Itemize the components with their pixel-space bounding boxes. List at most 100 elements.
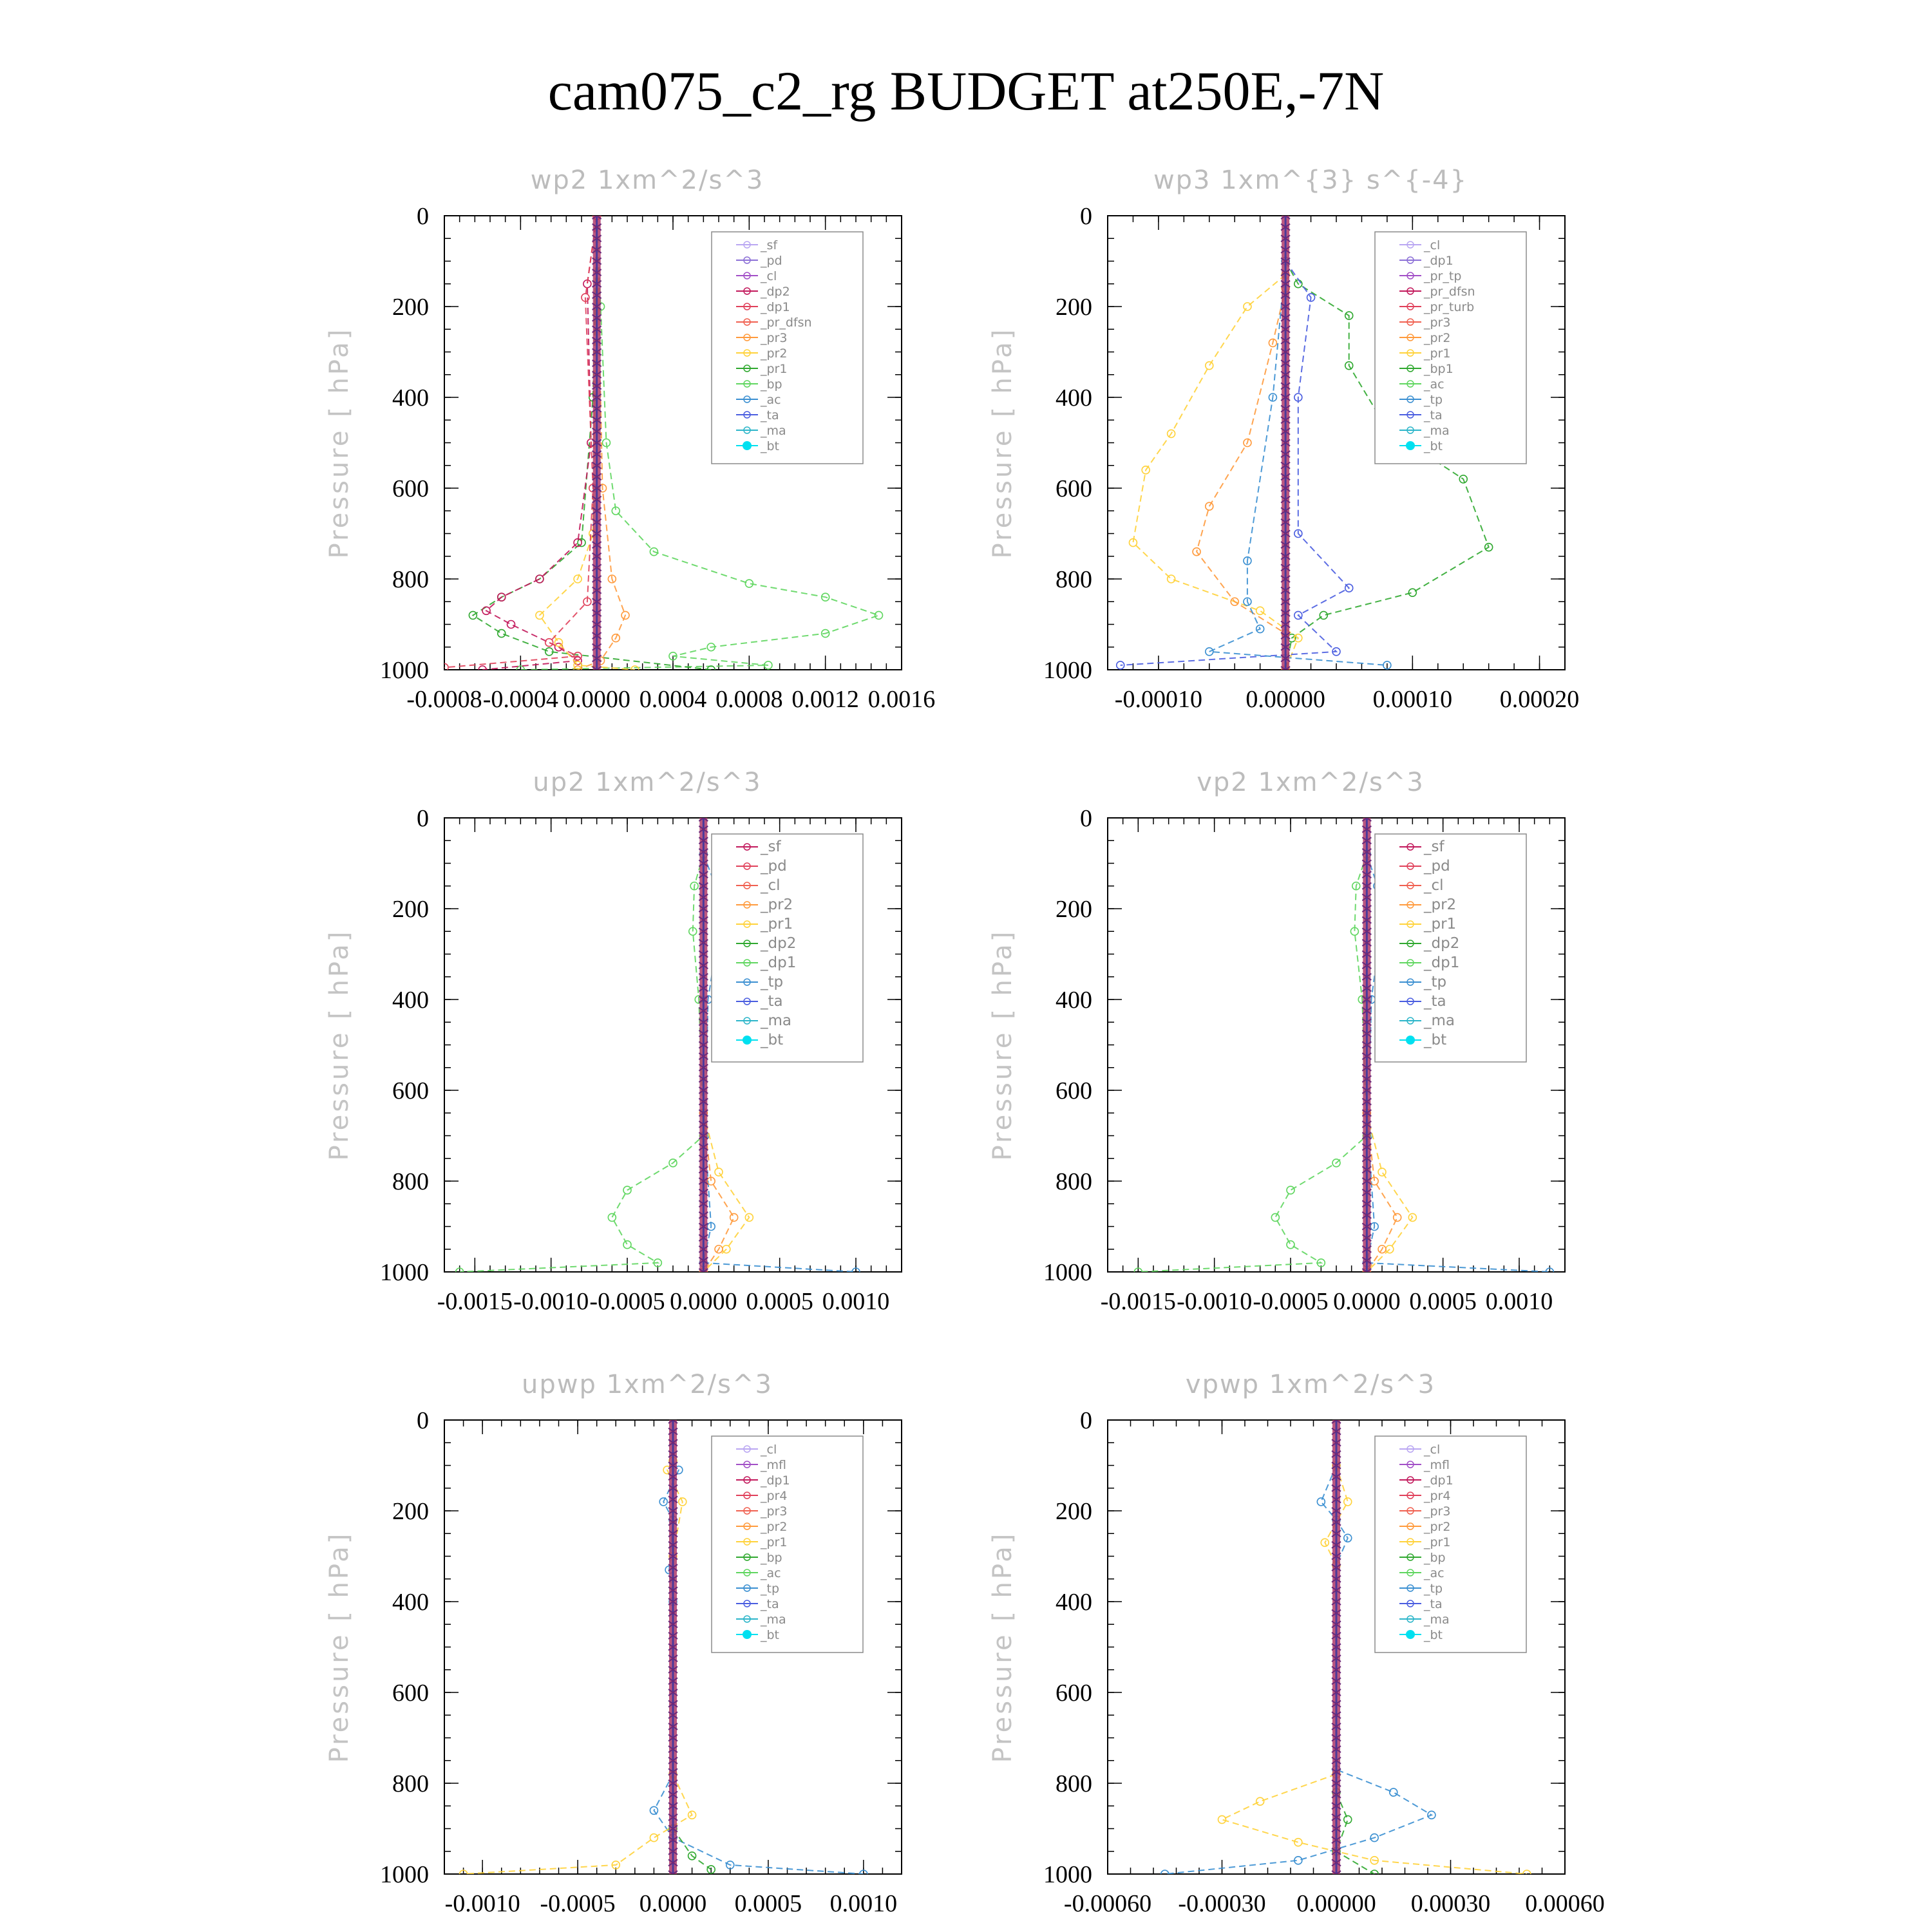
x-tick-label: -0.0005 <box>540 1890 616 1917</box>
zero-series-marker <box>1331 1518 1341 1526</box>
series-marker <box>573 661 582 670</box>
legend-entry-label: _dp2 <box>760 285 790 299</box>
zero-series-marker <box>1280 234 1291 243</box>
series-marker <box>1545 1267 1555 1272</box>
series-line-4 <box>1366 1113 1398 1272</box>
x-tick-label: -0.0005 <box>1253 1288 1328 1315</box>
y-tick-label: 0 <box>1080 805 1092 832</box>
series-marker <box>611 506 621 516</box>
series-marker <box>1294 1837 1303 1847</box>
series-line-5 <box>1209 261 1387 666</box>
legend-swatch-marker <box>743 1036 752 1045</box>
series-line-3 <box>672 1828 712 1870</box>
zero-series-marker <box>698 1211 708 1219</box>
zero-series-marker <box>698 1166 708 1174</box>
legend-box <box>711 1435 864 1653</box>
series-marker <box>1306 293 1316 302</box>
zero-series-marker <box>1331 1620 1341 1629</box>
legend-entry-label: _pr3 <box>760 1504 787 1519</box>
series-marker <box>1192 547 1201 556</box>
legend-swatch-marker <box>743 978 751 986</box>
zero-series-marker <box>668 1450 678 1458</box>
legend-swatch-marker <box>1406 441 1415 450</box>
zero-series-marker <box>698 1245 708 1253</box>
series-marker <box>607 1213 617 1222</box>
zero-series-marker <box>668 1484 678 1492</box>
series-marker <box>1332 1159 1341 1168</box>
series-marker <box>1459 475 1468 484</box>
legend-entry-label: _ta <box>1423 1597 1443 1611</box>
series-marker <box>1378 1244 1387 1254</box>
zero-series-marker <box>1280 404 1291 413</box>
legend-swatch-marker <box>743 998 751 1005</box>
plot-area <box>1133 818 1555 1272</box>
zero-series-marker <box>698 1121 708 1128</box>
series-line-1 <box>1138 854 1368 1272</box>
legend-swatch-marker <box>1406 1476 1414 1484</box>
zero-series-marker <box>1331 1461 1341 1470</box>
zero-series-marker <box>698 825 708 833</box>
zero-series-marker <box>698 1109 708 1117</box>
zero-series-marker <box>1331 1711 1341 1719</box>
plot-area <box>1160 1420 1531 1874</box>
y-tick-label: 400 <box>392 384 429 412</box>
zero-series-marker <box>698 1097 708 1106</box>
series-marker <box>1319 611 1329 620</box>
series-marker <box>611 633 621 643</box>
legend-entry-label: _cl <box>760 269 777 283</box>
x-tick-label: 0.00000 <box>1296 1890 1376 1917</box>
zero-series-marker <box>1331 1859 1341 1867</box>
zero-series-marker <box>698 927 708 936</box>
zero-series-marker <box>592 246 602 254</box>
legend-swatch-marker <box>743 349 751 357</box>
zero-series-marker <box>1331 1790 1341 1799</box>
x-tick-label: 0.00000 <box>1245 686 1325 713</box>
legend-swatch-marker <box>1406 1507 1414 1515</box>
x-tick-label: 0.00060 <box>1525 1890 1605 1917</box>
plot-area <box>444 216 884 670</box>
series-marker <box>1243 302 1252 311</box>
series-marker <box>649 1806 659 1815</box>
zero-series-marker <box>668 1870 678 1874</box>
x-tick-label: 0.0000 <box>1333 1288 1401 1315</box>
zero-series-marker <box>592 484 602 492</box>
legend-swatch-marker <box>743 256 751 264</box>
zero-series-marker <box>668 1790 678 1799</box>
legend-swatch-marker <box>743 1445 751 1453</box>
y-tick-label: 0 <box>417 203 429 230</box>
series-marker <box>1271 1213 1280 1222</box>
x-tick-label: 0.0005 <box>735 1890 802 1917</box>
series-line-4 <box>1120 260 1350 666</box>
legend-swatch-marker <box>743 380 751 388</box>
y-tick-label: 0 <box>1080 203 1092 230</box>
series-marker <box>659 1497 668 1506</box>
zero-series-marker <box>1280 314 1291 322</box>
legend-entry-label: _pd <box>760 858 787 875</box>
series-marker <box>744 579 754 588</box>
y-tick-label: 400 <box>1056 987 1092 1014</box>
series-marker <box>1268 338 1278 348</box>
series-marker <box>851 1267 860 1272</box>
legend-swatch-marker <box>743 318 751 326</box>
zero-series-marker <box>1331 1530 1341 1538</box>
legend-entry-label: _pr2 <box>760 346 787 361</box>
panel-title: wp3 1xm^{3} s^{-4} <box>1153 166 1468 195</box>
series-marker <box>535 574 544 583</box>
zero-series-marker <box>698 871 708 878</box>
zero-series-marker <box>1280 564 1291 572</box>
zero-series-marker <box>1331 1439 1341 1447</box>
zero-series-marker <box>698 859 708 867</box>
zero-series-marker <box>592 586 602 594</box>
series-marker <box>607 574 617 583</box>
legend-swatch-marker <box>743 1507 751 1515</box>
legend-entry-label: _tp <box>1423 393 1443 407</box>
legend-entry-label: _pr_tp <box>1423 269 1461 283</box>
zero-series-marker <box>1331 1814 1341 1821</box>
zero-series-marker <box>592 654 602 663</box>
zero-series-marker <box>698 1143 708 1151</box>
zero-series-marker <box>698 1041 708 1049</box>
legend-entry-label: _bt <box>1423 1032 1446 1048</box>
zero-series-marker <box>1331 1836 1341 1844</box>
zero-series-marker <box>1331 1598 1341 1605</box>
zero-series-marker <box>1361 939 1372 947</box>
